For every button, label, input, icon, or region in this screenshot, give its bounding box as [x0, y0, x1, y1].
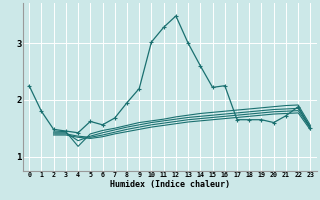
X-axis label: Humidex (Indice chaleur): Humidex (Indice chaleur) — [110, 180, 230, 189]
